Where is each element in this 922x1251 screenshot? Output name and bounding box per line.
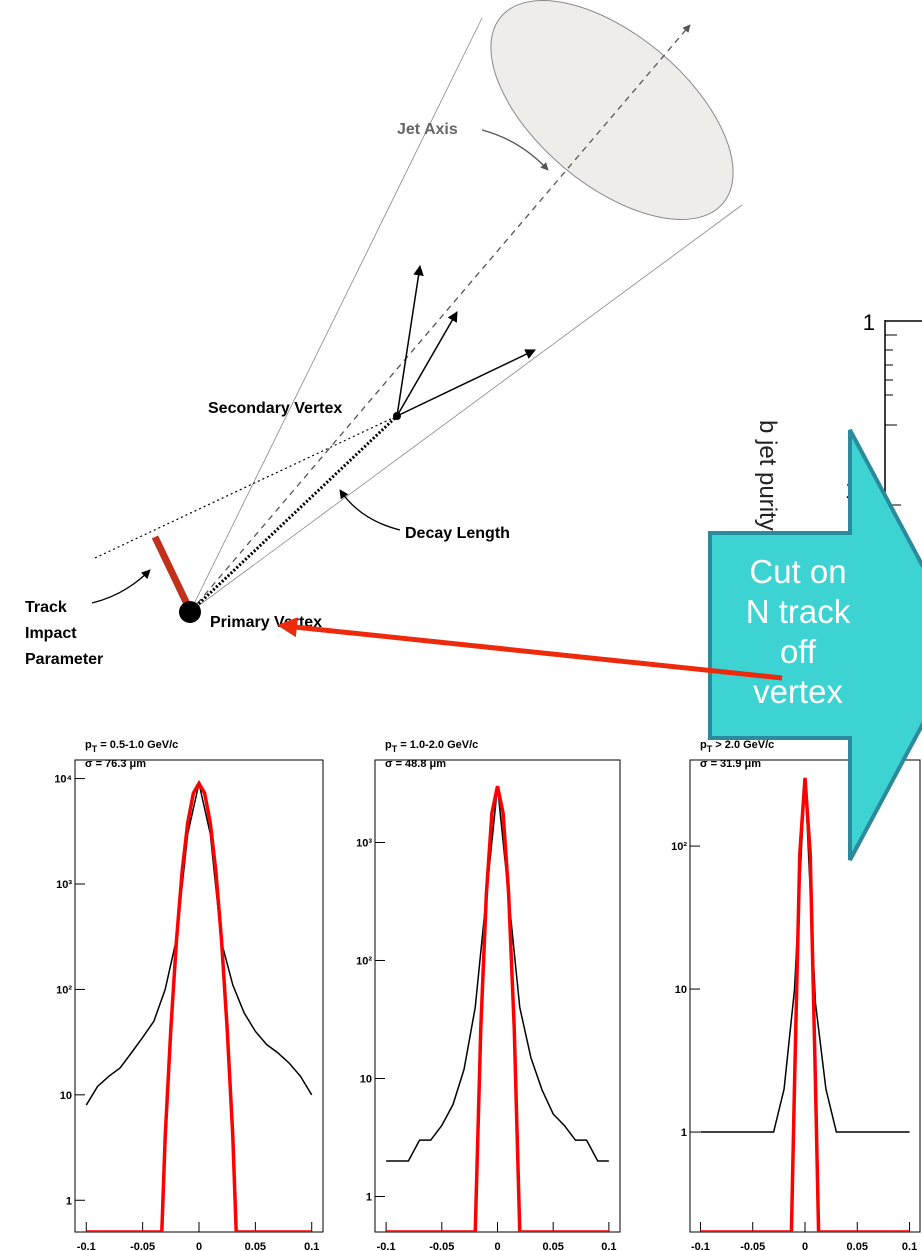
x-tick-label: 0.1 xyxy=(601,1241,616,1251)
jet-axis-line xyxy=(189,24,691,613)
leader-line xyxy=(339,489,401,531)
title-part: = 0.5-1.0 GeV/c xyxy=(97,739,178,751)
plot-area xyxy=(700,777,910,1232)
y-tick-label: 10² xyxy=(671,841,687,853)
x-tick-label: 0 xyxy=(494,1241,500,1251)
y-tick-label: 10² xyxy=(56,984,72,996)
chart: pT = 0.5-1.0 GeV/cσ = 76.3 μmDCA (cm)-0.… xyxy=(54,739,324,1251)
plot-frame xyxy=(689,759,921,1233)
label: Parameter xyxy=(25,651,103,668)
callout-text: vertex xyxy=(753,673,843,710)
pointer-arrow xyxy=(277,617,783,681)
label: Impact xyxy=(25,625,77,642)
secondary-vertex xyxy=(393,412,401,420)
track-extension xyxy=(94,415,398,559)
x-tick-label: 0 xyxy=(802,1241,808,1251)
callout-text: off xyxy=(780,633,817,670)
label: Decay Length xyxy=(405,525,510,542)
chart-title: pT = 0.5-1.0 GeV/c xyxy=(85,739,178,754)
chart-subtitle: σ = 76.3 μm xyxy=(85,758,146,770)
title-part: T xyxy=(707,744,713,754)
callout-text: Cut on xyxy=(749,553,846,590)
primary-vertex xyxy=(179,601,201,623)
y-tick-label: 10² xyxy=(356,955,372,967)
tick-marks xyxy=(885,334,901,506)
callout-arrow xyxy=(708,429,922,861)
title-part: > 2.0 GeV/c xyxy=(712,739,774,751)
label: Jet Axis xyxy=(397,121,458,138)
data-line xyxy=(700,777,910,1133)
tick-label: 1 xyxy=(863,310,875,335)
plot-frame xyxy=(74,759,324,1233)
chart-subtitle: σ = 48.8 μm xyxy=(385,758,446,770)
plot-area xyxy=(386,785,609,1232)
data-line xyxy=(386,786,609,1162)
title-part: T xyxy=(392,744,398,754)
jet-diagram: Jet Axis Secondary Vertex Decay Length T… xyxy=(25,0,743,668)
x-tick-label: 0.1 xyxy=(902,1241,917,1251)
jet-cone-ellipse xyxy=(490,0,734,220)
y-tick-label: 1 xyxy=(681,1127,687,1139)
fit-line xyxy=(86,779,312,1232)
cone-edge xyxy=(189,204,743,613)
fit-line xyxy=(700,777,910,1232)
x-tick-label: 0.05 xyxy=(847,1241,868,1251)
chart: pT > 2.0 GeV/cσ = 31.9 μmDCA (cm)-0.1-0.… xyxy=(671,739,921,1251)
y-tick-label: 10 xyxy=(60,1090,72,1102)
background-plot: 1 10 b jet purity xyxy=(754,310,922,540)
x-tick-label: 0.1 xyxy=(304,1241,319,1251)
plot-area xyxy=(85,779,313,1232)
label: Track xyxy=(25,599,67,616)
y-tick-label: 10³ xyxy=(356,837,372,849)
chart-title: pT > 2.0 GeV/c xyxy=(700,739,774,754)
impact-parameter-bar xyxy=(151,535,192,608)
y-tick-label: 1 xyxy=(66,1195,72,1207)
chart-subtitle: σ = 31.9 μm xyxy=(700,758,761,770)
decay-length-line xyxy=(188,414,399,614)
y-tick-label: 10 xyxy=(675,984,687,996)
x-tick-label: 0 xyxy=(196,1241,202,1251)
track-arrow xyxy=(396,264,424,417)
x-tick-label: 0.05 xyxy=(245,1241,266,1251)
label: Secondary Vertex xyxy=(208,400,342,417)
charts: pT = 0.5-1.0 GeV/cσ = 76.3 μmDCA (cm)-0.… xyxy=(54,739,921,1251)
chart-title: pT = 1.0-2.0 GeV/c xyxy=(385,739,478,754)
y-tick-label: 10 xyxy=(360,1073,372,1085)
callout-text: N track xyxy=(746,593,851,630)
title-part: p xyxy=(85,739,92,751)
y-tick-label: 1 xyxy=(366,1191,372,1203)
callout: Cut on N track off vertex xyxy=(708,429,922,861)
title-part: T xyxy=(92,744,98,754)
x-tick-label: -0.05 xyxy=(429,1241,454,1251)
axis-label: b jet purity xyxy=(754,420,781,531)
y-tick-label: 10³ xyxy=(56,879,72,891)
y-tick-label: 10⁴ xyxy=(54,774,72,786)
leader-line xyxy=(91,569,151,604)
x-tick-label: -0.1 xyxy=(377,1241,396,1251)
data-line xyxy=(85,783,313,1106)
track-arrow xyxy=(396,311,458,417)
title-part: p xyxy=(700,739,707,751)
x-tick-label: -0.05 xyxy=(740,1241,765,1251)
cone-edge xyxy=(189,17,483,613)
x-tick-label: -0.05 xyxy=(130,1241,155,1251)
chart: pT = 1.0-2.0 GeV/cσ = 48.8 μmDCA (cm)-0.… xyxy=(356,739,621,1251)
x-tick-label: -0.1 xyxy=(77,1241,96,1251)
title-part: p xyxy=(385,739,392,751)
x-tick-label: 0.05 xyxy=(542,1241,563,1251)
leader-line xyxy=(481,129,549,171)
x-tick-label: -0.1 xyxy=(691,1241,710,1251)
plot-frame xyxy=(374,759,621,1233)
track-arrow xyxy=(396,349,536,417)
title-part: = 1.0-2.0 GeV/c xyxy=(397,739,478,751)
fit-line xyxy=(386,785,609,1232)
